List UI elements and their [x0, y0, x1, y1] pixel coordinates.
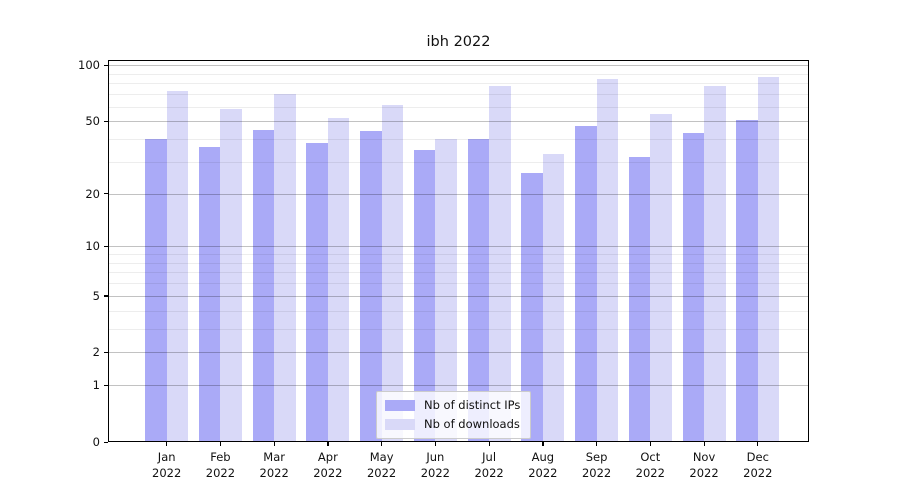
bar-ips-jul	[467, 139, 490, 442]
bar-downloads-mar	[274, 94, 296, 442]
gridline-major	[109, 65, 808, 67]
x-tick-mark	[219, 442, 222, 446]
y-tick-mark	[104, 441, 108, 443]
bar-ips-mar	[252, 129, 275, 442]
bar-downloads-nov	[704, 85, 726, 442]
bar-downloads-feb	[220, 109, 242, 442]
y-tick-mark	[104, 193, 108, 195]
bar-downloads-dec	[757, 76, 780, 442]
x-tick-label-aug: Aug 2022	[528, 450, 558, 480]
y-tick-mark	[104, 384, 108, 387]
bar-ips-aug	[521, 173, 543, 442]
y-tick-label: 100	[78, 58, 100, 73]
y-tick-label: 50	[85, 114, 100, 129]
y-tick-mark	[104, 245, 108, 248]
x-tick-mark	[327, 442, 329, 446]
gridline-minor	[109, 73, 808, 75]
bar-ips-sep	[575, 126, 597, 442]
x-tick-mark	[703, 442, 705, 446]
x-tick-mark	[542, 442, 544, 446]
legend-label: Nb of distinct IPs	[424, 398, 521, 412]
bar-downloads-jul	[489, 85, 511, 442]
bar-downloads-may	[381, 105, 404, 442]
bar-ips-feb	[198, 147, 221, 442]
x-tick-label-sep: Sep 2022	[581, 450, 612, 480]
x-tick-label-may: May 2022	[366, 450, 397, 480]
legend-item: Nb of distinct IPs	[385, 398, 520, 412]
gridline-minor	[109, 83, 808, 85]
y-tick-label: 20	[85, 186, 100, 201]
x-tick-label-mar: Mar 2022	[259, 450, 289, 480]
bar-downloads-apr	[327, 118, 350, 442]
chart-title: ibh 2022	[426, 34, 491, 50]
x-tick-mark	[488, 442, 490, 446]
x-tick-label-jun: Jun 2022	[420, 450, 450, 480]
bar-downloads-aug	[542, 154, 565, 442]
x-tick-mark	[166, 442, 168, 446]
legend-label: Nb of downloads	[424, 417, 520, 431]
bar-downloads-jun	[435, 139, 457, 442]
x-tick-mark	[273, 442, 275, 446]
y-tick-label: 10	[85, 239, 100, 254]
x-tick-label-nov: Nov 2022	[689, 450, 719, 480]
y-tick-label: 1	[92, 378, 100, 393]
legend-swatch	[385, 399, 415, 411]
x-tick-mark	[649, 442, 651, 446]
x-tick-mark	[434, 442, 437, 446]
legend: Nb of distinct IPs Nb of downloads	[376, 391, 532, 439]
bar-ips-may	[360, 131, 382, 442]
y-tick-label: 2	[92, 345, 100, 360]
y-tick-mark	[104, 351, 108, 354]
x-tick-label-jan: Jan 2022	[152, 450, 182, 480]
y-tick-mark	[104, 120, 108, 122]
bar-downloads-sep	[596, 78, 619, 442]
bar-ips-oct	[628, 156, 651, 442]
y-tick-mark	[104, 295, 108, 297]
y-tick-mark	[104, 64, 108, 67]
y-tick-label: 0	[92, 435, 100, 449]
bar-downloads-jan	[166, 90, 189, 442]
legend-item: Nb of downloads	[385, 417, 520, 431]
bar-ips-dec	[736, 119, 758, 442]
x-tick-label-feb: Feb 2022	[205, 450, 236, 480]
x-tick-label-oct: Oct 2022	[635, 450, 665, 480]
bar-ips-apr	[306, 143, 328, 442]
bar-ips-jan	[145, 139, 167, 442]
x-tick-label-dec: Dec 2022	[743, 450, 773, 480]
x-tick-mark	[596, 442, 598, 446]
bar-ips-nov	[682, 133, 705, 442]
legend-swatch	[385, 418, 415, 430]
x-tick-label-jul: Jul 2022	[474, 450, 504, 480]
bar-downloads-oct	[650, 113, 672, 442]
y-tick-label: 5	[92, 288, 100, 303]
x-tick-mark	[757, 442, 759, 446]
bar-ips-jun	[413, 149, 436, 442]
x-tick-mark	[381, 442, 383, 446]
x-tick-label-apr: Apr 2022	[313, 450, 343, 480]
